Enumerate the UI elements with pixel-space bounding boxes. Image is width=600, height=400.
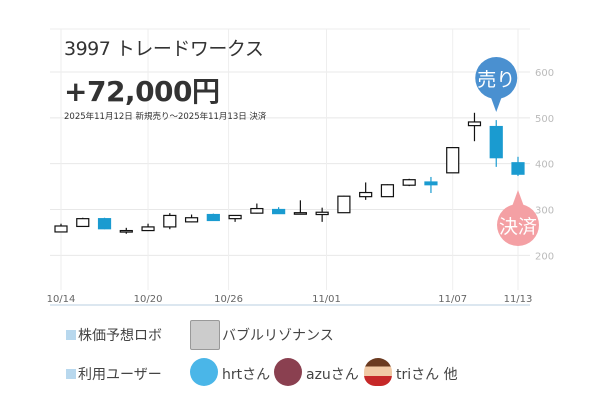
candle-body: [54, 225, 68, 233]
candle-body: [228, 214, 242, 220]
settle-marker-label: 決済: [499, 216, 537, 238]
x-tick-label: 10/26: [214, 294, 243, 305]
candle-body: [272, 208, 286, 215]
candle-body: [250, 207, 264, 214]
candle-body: [402, 179, 416, 186]
settle-marker: [497, 204, 539, 246]
sell-marker: [475, 57, 518, 99]
y-tick-label: 200: [535, 251, 554, 262]
trade-period: 2025年11月12日 新規売り〜2025年11月13日 決済: [64, 112, 267, 122]
y-tick-label: 600: [535, 68, 554, 79]
x-tick-label: 11/07: [438, 294, 467, 305]
legend-square-icon: [66, 369, 76, 379]
candle-body: [359, 191, 373, 198]
user-azu[interactable]: azuさん: [306, 367, 359, 383]
candle-body: [315, 211, 329, 216]
candle-body: [446, 147, 460, 174]
candle-body: [76, 218, 90, 228]
candle-body: [380, 184, 395, 198]
candle-body: [424, 181, 438, 186]
candle-body: [119, 229, 133, 233]
user-tri[interactable]: triさん 他: [396, 367, 458, 383]
candle-body: [337, 195, 351, 214]
user-avatar-hrt-icon: [190, 358, 218, 386]
robot-name[interactable]: バブルリゾナンス: [222, 328, 334, 344]
x-tick-label: 11/13: [504, 294, 533, 305]
candle-body: [511, 162, 525, 175]
x-tick-label: 10/20: [134, 294, 163, 305]
users-legend: 利用ユーザー: [66, 364, 162, 384]
candle-body: [489, 125, 503, 159]
user-hrt[interactable]: hrtさん: [222, 367, 271, 383]
x-tick-label: 10/14: [47, 294, 76, 305]
candle-body: [293, 212, 307, 215]
y-tick-label: 400: [535, 160, 554, 171]
users-label: 利用ユーザー: [78, 367, 162, 383]
user-avatar-azu-icon: [274, 358, 302, 386]
candle-body: [184, 217, 199, 223]
candle-body: [163, 214, 177, 228]
candle-body: [141, 226, 155, 232]
candle-body: [206, 213, 220, 222]
robot-legend: 株価予想ロボ: [66, 325, 162, 345]
user-avatar-tri-icon: [364, 358, 392, 386]
y-tick-label: 300: [535, 205, 554, 216]
robot-label: 株価予想ロボ: [78, 328, 162, 344]
robot-avatar-icon: [190, 320, 220, 350]
x-tick-label: 11/01: [312, 294, 341, 305]
stock-title: 3997 トレードワークス: [64, 38, 264, 60]
candle-body: [467, 121, 482, 127]
legend-square-icon: [66, 330, 76, 340]
y-tick-label: 500: [535, 114, 554, 125]
candle-body: [97, 218, 112, 230]
profit-amount: +72,000円: [64, 75, 220, 108]
sell-marker-label: 売り: [477, 69, 515, 91]
